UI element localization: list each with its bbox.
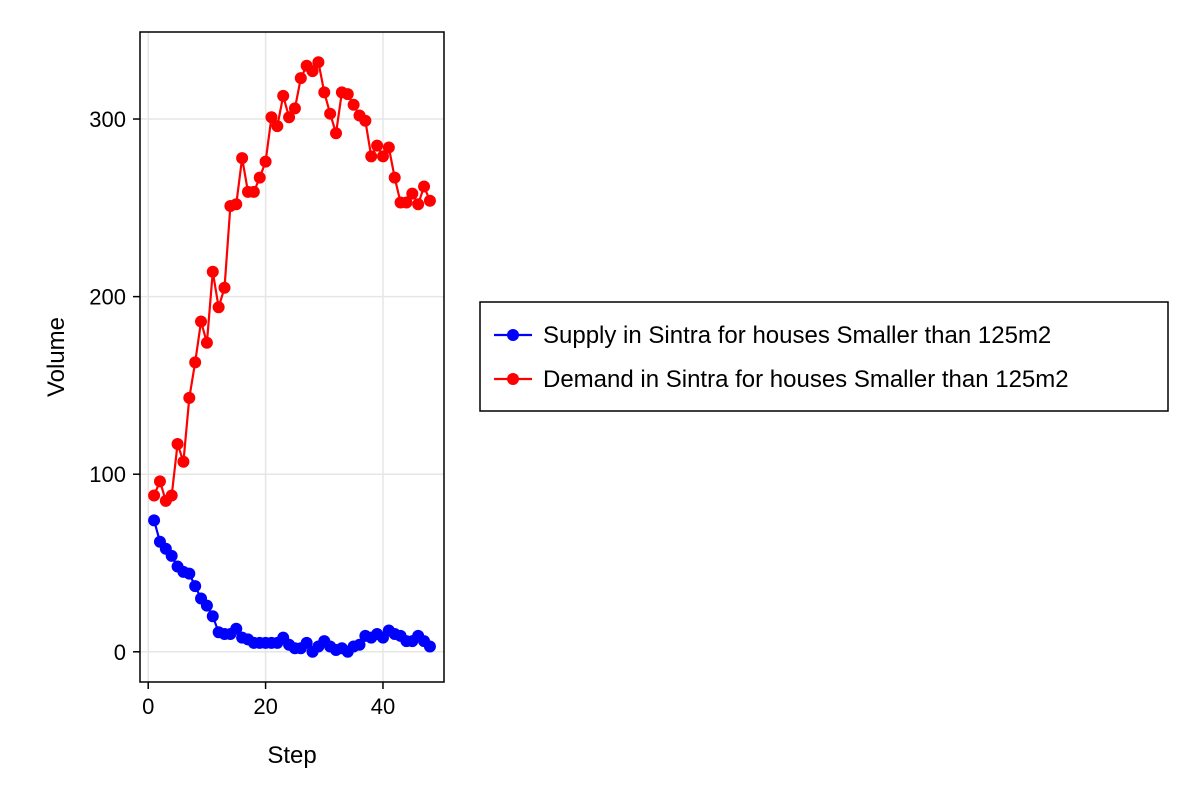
data-point	[183, 567, 196, 580]
data-point	[423, 640, 436, 653]
legend-label: Supply in Sintra for houses Smaller than…	[543, 322, 1051, 349]
data-point	[206, 610, 219, 623]
data-point	[400, 196, 413, 209]
data-point	[218, 281, 231, 294]
data-point	[318, 86, 331, 99]
x-tick-label: 20	[253, 694, 277, 719]
data-point	[271, 120, 284, 133]
data-point	[423, 194, 436, 207]
x-tick-label: 0	[142, 694, 154, 719]
data-point	[265, 111, 278, 124]
data-point	[236, 152, 249, 165]
data-point	[359, 114, 372, 127]
data-point	[200, 336, 213, 349]
legend-swatch-marker	[507, 329, 519, 341]
data-point	[347, 98, 360, 111]
data-point	[288, 102, 301, 115]
data-point	[365, 150, 378, 163]
legend-swatch-marker	[507, 373, 519, 385]
data-point	[195, 315, 208, 328]
data-point	[177, 455, 190, 468]
data-point	[206, 265, 219, 278]
y-axis-label: Volume	[43, 317, 70, 397]
data-point	[388, 171, 401, 184]
grid-lines	[140, 32, 444, 682]
legend: Supply in Sintra for houses Smaller than…	[479, 301, 1169, 412]
series-layer	[148, 56, 436, 658]
data-point	[230, 198, 243, 211]
y-tick-label: 300	[89, 107, 126, 132]
data-point	[259, 155, 272, 168]
data-point	[189, 356, 202, 369]
data-point	[306, 65, 319, 78]
data-point	[300, 636, 313, 649]
data-point	[418, 180, 431, 193]
series-1	[148, 514, 436, 658]
data-point	[148, 489, 161, 502]
data-point	[253, 171, 266, 184]
legend-label: Demand in Sintra for houses Smaller than…	[543, 366, 1069, 393]
y-tick-label: 100	[89, 462, 126, 487]
data-point	[189, 580, 202, 593]
data-point	[171, 438, 184, 451]
data-point	[165, 489, 178, 502]
data-point	[200, 599, 213, 612]
x-tick-label: 40	[371, 694, 395, 719]
data-point	[330, 127, 343, 140]
data-point	[376, 150, 389, 163]
data-point	[406, 187, 419, 200]
legend-item: Supply in Sintra for houses Smaller than…	[494, 322, 1051, 349]
series-line	[153, 59, 431, 503]
x-axis-label: Step	[267, 742, 316, 769]
data-point	[212, 301, 225, 314]
data-point	[412, 198, 425, 211]
data-point	[294, 72, 307, 85]
data-point	[230, 622, 243, 635]
series-2	[148, 56, 436, 507]
data-point	[165, 549, 178, 562]
data-point	[371, 139, 384, 152]
data-point	[148, 514, 161, 527]
legend-box	[479, 301, 1169, 412]
y-tick-label: 200	[89, 285, 126, 310]
data-point	[277, 89, 290, 102]
data-point	[183, 391, 196, 404]
legend-item: Demand in Sintra for houses Smaller than…	[494, 366, 1069, 393]
plot-frame	[139, 31, 445, 683]
data-point	[353, 638, 366, 651]
data-point	[247, 185, 260, 198]
data-point	[312, 56, 325, 69]
y-tick-label: 0	[114, 640, 126, 665]
data-point	[341, 88, 354, 101]
data-point	[283, 111, 296, 124]
axis-ticks: 0 20 40 0 100 200 300	[89, 107, 395, 719]
data-point	[153, 475, 166, 488]
data-point	[324, 107, 337, 120]
data-point	[382, 141, 395, 154]
